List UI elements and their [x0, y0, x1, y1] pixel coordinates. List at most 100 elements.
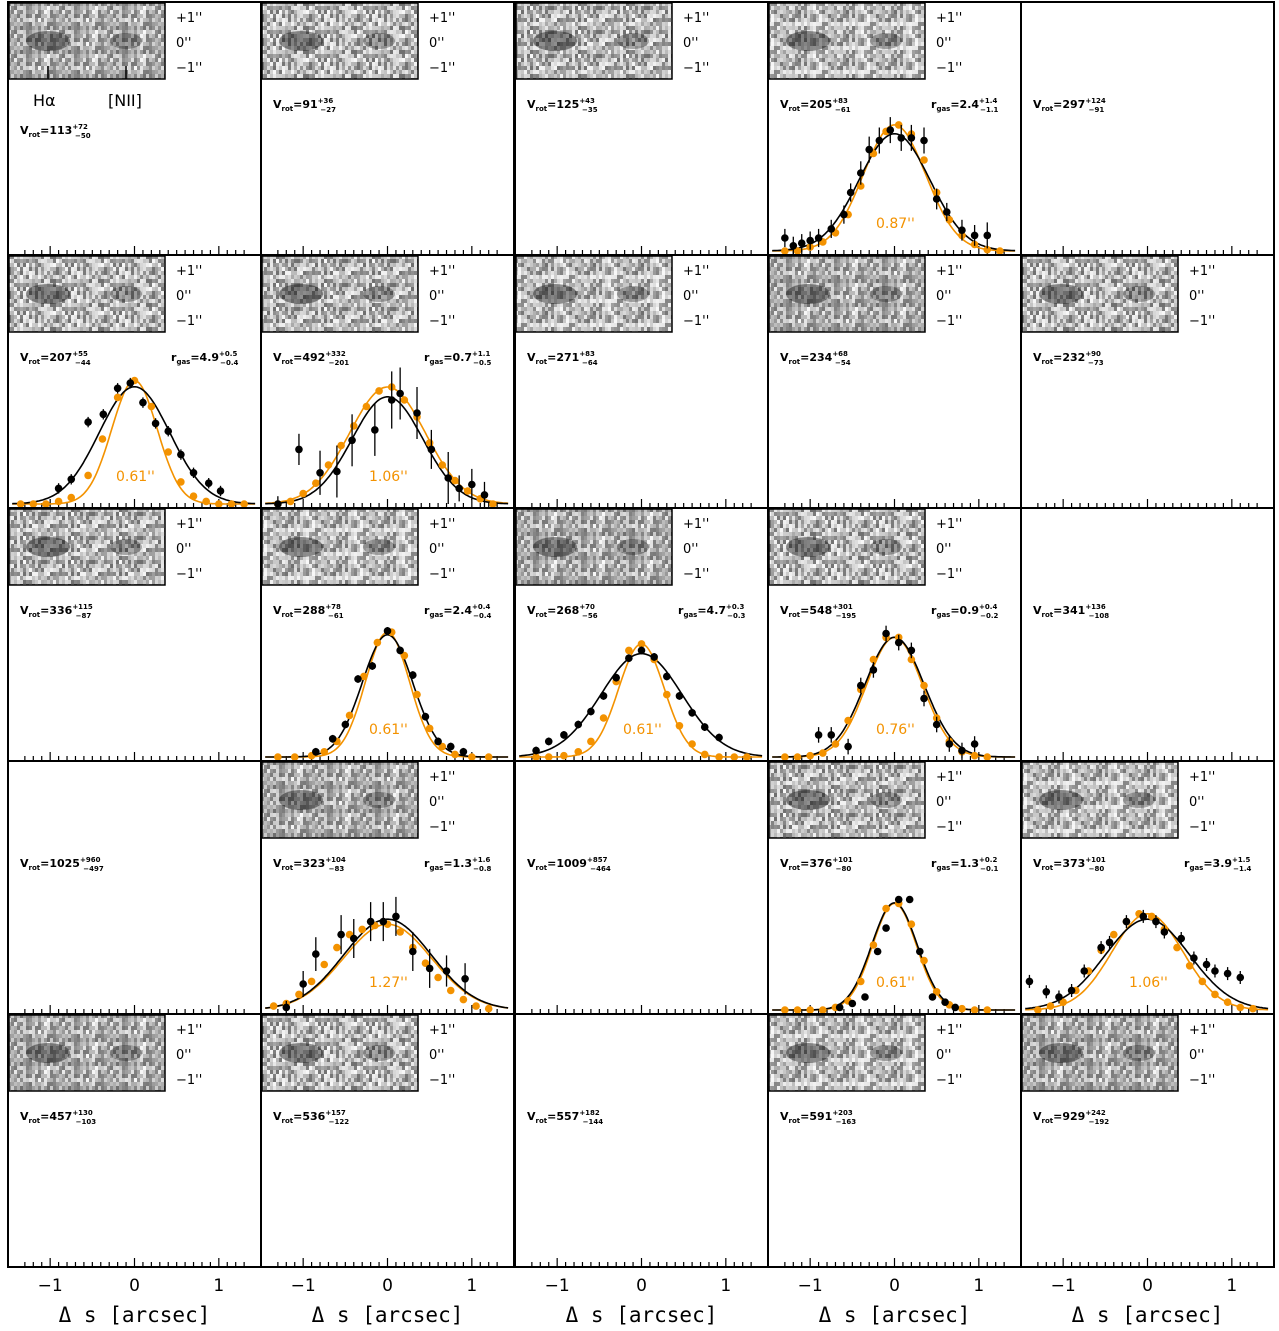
nii-emission	[110, 539, 142, 555]
model-point	[1223, 998, 1232, 1006]
panel-layer: +1'' 0'' −1'' Hα [NII] Vrot=113+72 −50 +1'' 0'' −…	[7, 1, 1275, 1268]
stamp-noise	[769, 3, 925, 79]
data-point	[932, 195, 941, 203]
fwhm-label: 0.61''	[369, 722, 408, 738]
model-point	[637, 640, 646, 648]
stamp-offset-label: +1''	[683, 517, 709, 532]
stamp-noise	[262, 509, 418, 585]
rgas-annotation: rgas=4.7+0.3 −0.3	[678, 603, 746, 620]
stamp-offset-label: −1''	[429, 1073, 455, 1088]
stamp-border	[1021, 1014, 1179, 1092]
stamp-border	[261, 1014, 419, 1092]
x-axis-label: Δ s [arcsec]	[59, 1303, 211, 1327]
stamp-offset-label: −1''	[936, 567, 962, 582]
rgas-annotation: rgas=3.9+1.5 −1.4	[1184, 856, 1252, 873]
model-point	[688, 740, 696, 748]
data-point	[383, 627, 392, 635]
halpha-emission	[279, 1043, 323, 1063]
stamp-offset-label: +1''	[936, 517, 962, 532]
vrot-annotation: Vrot=323+104 −83	[273, 856, 346, 873]
data-point	[1190, 954, 1198, 962]
data-point	[295, 445, 303, 454]
panel-r3c1: +1'' 0'' −1'' Vrot=336+115 −87	[7, 507, 262, 762]
data-point	[446, 742, 455, 751]
model-curve	[772, 124, 1016, 252]
rgas-annotation: rgas=0.7+1.1 −0.5	[424, 350, 492, 367]
stamp-border	[515, 2, 673, 80]
data-point	[663, 672, 671, 681]
stamp-border	[261, 508, 419, 586]
stamp-border	[768, 2, 926, 80]
model-point	[793, 753, 802, 760]
model-point	[113, 393, 122, 402]
stamp-offset-label: −1''	[936, 61, 962, 76]
nii-emission	[110, 286, 142, 302]
data-point	[945, 740, 954, 748]
x-tick-label: 0	[382, 1276, 393, 1296]
vrot-annotation: Vrot=297+124 −91	[1033, 97, 1106, 114]
profile-plot	[1025, 909, 1269, 1013]
stamp-offset-label: −1''	[176, 567, 202, 582]
nii-emission	[870, 1045, 902, 1061]
vrot-annotation: Vrot=548+301 −195	[780, 603, 856, 620]
data-point	[126, 379, 135, 387]
model-point	[544, 753, 553, 760]
nii-emission	[870, 792, 902, 808]
data-point	[873, 947, 882, 956]
vrot-annotation: Vrot=336+115 −87	[20, 603, 93, 620]
model-point	[983, 245, 992, 254]
model-point	[84, 471, 92, 480]
model-point	[869, 941, 878, 949]
model-point	[920, 956, 928, 965]
data-point	[434, 737, 442, 746]
profile-plot	[772, 895, 1016, 1013]
spectral-stamp	[768, 255, 926, 333]
panel-r2c3: +1'' 0'' −1'' Vrot=271+83 −64	[514, 254, 769, 509]
data-point	[625, 654, 633, 662]
model-point	[932, 988, 941, 996]
stamp-offset-label: +1''	[936, 264, 962, 279]
spectral-stamp	[515, 508, 673, 586]
vrot-annotation: Vrot=1025+960 −497	[20, 856, 104, 873]
vrot-annotation: Vrot=91+36 −27	[273, 97, 336, 114]
model-point	[920, 681, 928, 690]
data-point	[1202, 960, 1211, 969]
stamp-border	[8, 508, 166, 586]
data-point	[1105, 938, 1114, 947]
stamp-border	[261, 255, 419, 333]
model-point	[425, 439, 434, 447]
data-point	[675, 692, 684, 700]
stamp-noise	[516, 509, 672, 585]
vrot-annotation: Vrot=929+242 −192	[1033, 1109, 1109, 1126]
stamp-offset-label: +1''	[683, 11, 709, 26]
data-point	[970, 740, 979, 748]
model-point	[202, 497, 210, 506]
data-point	[814, 234, 823, 242]
fwhm-label: 0.61''	[116, 469, 155, 485]
data-point	[951, 1003, 960, 1012]
panel-r1c5: Vrot=297+124 −91	[1020, 1, 1275, 256]
profile-plot	[519, 640, 763, 760]
panel-r2c1: +1'' 0'' −1'' Vrot=207+55 −44 rgas=4.9+0.5 −0.…	[7, 254, 262, 509]
vrot-annotation: Vrot=271+83 −64	[527, 350, 598, 367]
stamp-offset-label: +1''	[1189, 1023, 1215, 1038]
data-fit-curve	[772, 133, 1016, 252]
stamp-offset-label: 0''	[176, 1048, 191, 1063]
data-point	[897, 134, 906, 142]
data-point	[368, 662, 377, 670]
halpha-emission	[279, 537, 323, 557]
stamp-border	[8, 1014, 166, 1092]
x-axis-col-1: −1 0 1Δ s [arcsec]	[38, 1276, 225, 1327]
fwhm-label: 0.76''	[876, 722, 915, 738]
stamp-border	[8, 255, 166, 333]
halpha-emission	[533, 31, 577, 51]
x-axis-col-4: −1 0 1Δ s [arcsec]	[798, 1276, 985, 1327]
stamp-offset-label: +1''	[429, 11, 455, 26]
stamp-noise	[1022, 762, 1178, 838]
data-point	[827, 225, 836, 233]
stamp-offset-label: +1''	[1189, 264, 1215, 279]
model-curve	[772, 902, 1016, 1011]
data-point	[274, 500, 282, 507]
data-point	[348, 436, 356, 445]
model-point	[286, 497, 295, 506]
